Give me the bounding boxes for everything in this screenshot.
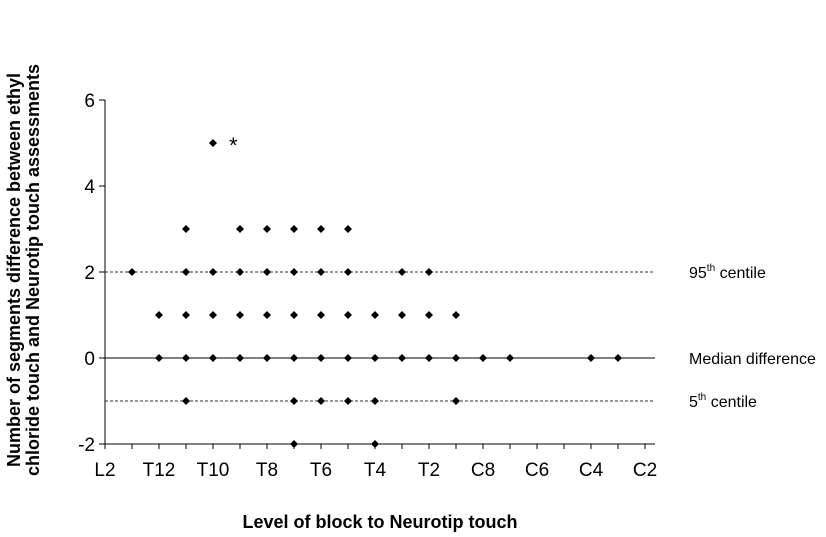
x-axis-title: Level of block to Neurotip touch [242, 512, 517, 532]
data-point [290, 225, 298, 233]
data-point [236, 268, 244, 276]
x-tick-label: T2 [418, 460, 440, 481]
data-point [614, 354, 622, 362]
y-tick-label: 2 [84, 263, 95, 284]
data-point [425, 354, 433, 362]
data-point [209, 311, 217, 319]
data-point [344, 397, 352, 405]
data-point [290, 311, 298, 319]
data-point [344, 225, 352, 233]
data-point [263, 354, 271, 362]
x-tick-label: L2 [94, 460, 115, 481]
data-point [452, 354, 460, 362]
data-point [182, 311, 190, 319]
data-point [479, 354, 487, 362]
data-point [128, 268, 136, 276]
data-point [290, 354, 298, 362]
data-point [317, 225, 325, 233]
data-point [452, 397, 460, 405]
data-point [344, 268, 352, 276]
data-point [209, 268, 217, 276]
y-axis-title-line-1: Number of segments difference between et… [4, 73, 24, 467]
data-point [290, 397, 298, 405]
reference-line-label: Median difference [689, 351, 816, 368]
data-point [236, 225, 244, 233]
data-point [209, 354, 217, 362]
data-point [371, 397, 379, 405]
reference-line-label: 5th centile [689, 392, 757, 411]
data-point [317, 397, 325, 405]
y-tick-label: -2 [78, 435, 95, 456]
data-point [452, 311, 460, 319]
x-tick-label: C4 [579, 460, 604, 481]
data-point [182, 354, 190, 362]
y-tick-label: 0 [84, 349, 95, 370]
labels: -2 0 2 4 6 L2 T12 T10 T8 T6 T4 T2 C8 C6 C4 C2 95th centi… [4, 64, 816, 532]
y-axis-title-line-2: chloride touch and Neurotip touch assess… [23, 64, 43, 476]
data-point [290, 440, 298, 448]
data-point [209, 139, 217, 147]
data-point [344, 311, 352, 319]
x-tick-label: T6 [310, 460, 332, 481]
data-point [371, 440, 379, 448]
axes [99, 99, 655, 449]
data-point [263, 225, 271, 233]
data-point [155, 311, 163, 319]
y-tick-label: 6 [84, 91, 95, 112]
data-point [263, 268, 271, 276]
y-tick-label: 4 [84, 177, 95, 198]
data-point [398, 354, 406, 362]
data-point [398, 268, 406, 276]
x-tick-label: C2 [633, 460, 657, 481]
data-point [182, 397, 190, 405]
data-point [371, 311, 379, 319]
data-point [317, 354, 325, 362]
x-tick-label: T10 [197, 460, 230, 481]
annotation-asterisk: * [229, 133, 238, 158]
data-points [128, 139, 622, 448]
reference-lines [105, 271, 655, 402]
x-tick-label: C6 [525, 460, 549, 481]
reference-line-label: 95th centile [689, 263, 766, 282]
data-point [290, 268, 298, 276]
data-point [587, 354, 595, 362]
data-point [182, 268, 190, 276]
data-point [425, 311, 433, 319]
data-point [182, 225, 190, 233]
data-point [506, 354, 514, 362]
data-point [317, 311, 325, 319]
data-point [155, 354, 163, 362]
data-point [371, 354, 379, 362]
data-point [236, 354, 244, 362]
data-point [398, 311, 406, 319]
x-tick-label: T12 [143, 460, 176, 481]
data-point [344, 354, 352, 362]
x-tick-label: T4 [364, 460, 387, 481]
x-tick-label: C8 [471, 460, 495, 481]
data-point [425, 268, 433, 276]
data-point [263, 311, 271, 319]
x-tick-label: T8 [256, 460, 278, 481]
data-point [236, 311, 244, 319]
data-point [317, 268, 325, 276]
